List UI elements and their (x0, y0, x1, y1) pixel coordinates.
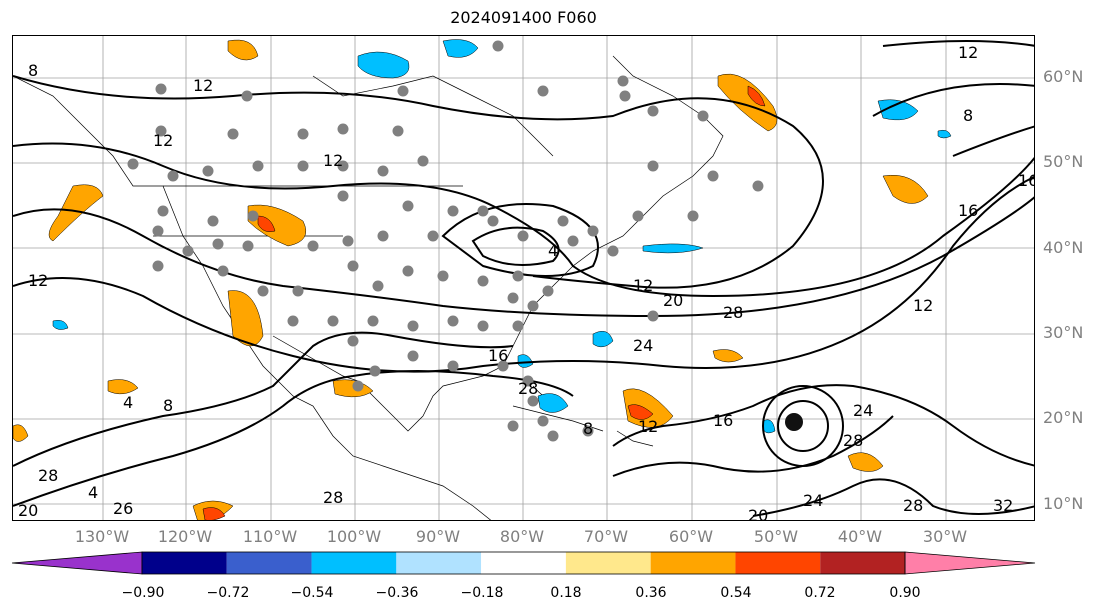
colorbar-segment (226, 552, 312, 574)
colorbar-segment (311, 552, 397, 574)
colorbar-under-arrow (11, 551, 143, 575)
lat-label: 20°N (1043, 408, 1084, 427)
lat-label: 60°N (1043, 67, 1084, 86)
lon-label: 30°W (922, 527, 968, 546)
lon-label: 60°W (668, 527, 714, 546)
svg-text:28: 28 (323, 488, 343, 507)
svg-text:24: 24 (803, 491, 823, 510)
svg-text:12: 12 (323, 151, 343, 170)
colorbar-tick-label: −0.72 (206, 585, 250, 601)
svg-text:8: 8 (163, 396, 173, 415)
svg-text:12: 12 (638, 417, 658, 436)
map-title: 2024091400 F060 (450, 8, 597, 27)
svg-text:16: 16 (958, 201, 978, 220)
lat-label: 10°N (1043, 494, 1084, 513)
colorbar-segment (481, 552, 566, 574)
map-canvas: 8 12 12 12 12 8 16 16 12 4 12 20 28 24 1… (13, 36, 1035, 521)
lon-label: 50°W (753, 527, 799, 546)
svg-text:28: 28 (38, 466, 58, 485)
svg-text:12: 12 (153, 131, 173, 150)
colorbar (11, 551, 1036, 575)
lon-label: 70°W (583, 527, 629, 546)
colorbar-tick-label: −0.54 (290, 585, 334, 601)
colorbar-segment (396, 552, 482, 574)
colorbar-tick-label: −0.36 (375, 585, 419, 601)
svg-text:24: 24 (853, 401, 873, 420)
negative-shading (52, 39, 952, 434)
coastlines (13, 55, 724, 520)
lon-label: 40°W (837, 527, 883, 546)
height-contours (13, 40, 1034, 517)
lon-label: 100°W (326, 527, 382, 546)
lat-label: 30°N (1043, 323, 1084, 342)
colorbar-tick-label: 0.54 (720, 585, 752, 601)
svg-text:20: 20 (748, 506, 768, 521)
colorbar-segment (142, 552, 227, 574)
svg-text:16: 16 (713, 411, 733, 430)
colorbar-segment (650, 552, 736, 574)
svg-text:12: 12 (958, 43, 978, 62)
colorbar-segment (735, 552, 821, 574)
colorbar-tick-label: 0.18 (550, 585, 582, 601)
svg-text:24: 24 (633, 336, 653, 355)
svg-text:26: 26 (113, 499, 133, 518)
svg-text:12: 12 (28, 271, 48, 290)
svg-text:16: 16 (488, 346, 508, 365)
svg-text:12: 12 (633, 276, 653, 295)
svg-text:8: 8 (583, 419, 593, 438)
svg-text:4: 4 (88, 483, 98, 502)
svg-text:32: 32 (993, 496, 1013, 515)
station-dots (127, 40, 764, 442)
lon-label: 90°W (415, 527, 461, 546)
lat-label: 50°N (1043, 152, 1084, 171)
colorbar-tick-label: 0.36 (635, 585, 667, 601)
storm-center-marker (785, 413, 803, 431)
colorbar-tick-label: −0.18 (460, 585, 504, 601)
lon-label: 80°W (499, 527, 545, 546)
colorbar-segment (820, 552, 905, 574)
lon-label: 130°W (74, 527, 130, 546)
svg-text:20: 20 (18, 501, 38, 520)
svg-text:12: 12 (913, 296, 933, 315)
svg-text:28: 28 (843, 431, 863, 450)
colorbar-over-arrow (904, 551, 1036, 575)
svg-text:20: 20 (663, 291, 683, 310)
svg-text:12: 12 (193, 76, 213, 95)
svg-text:28: 28 (518, 379, 538, 398)
lon-label: 120°W (157, 527, 213, 546)
svg-text:4: 4 (123, 393, 133, 412)
lon-label: 110°W (242, 527, 298, 546)
svg-text:8: 8 (28, 61, 38, 80)
contour-labels: 8 12 12 12 12 8 16 16 12 4 12 20 28 24 1… (18, 43, 1035, 521)
svg-text:8: 8 (963, 106, 973, 125)
colorbar-segment (565, 552, 651, 574)
colorbar-border (141, 551, 906, 575)
map-panel: 8 12 12 12 12 8 16 16 12 4 12 20 28 24 1… (12, 35, 1035, 521)
colorbar-tick-label: 0.90 (889, 585, 921, 601)
colorbar-tick-label: −0.90 (121, 585, 165, 601)
svg-text:4: 4 (548, 241, 558, 260)
colorbar-tick-label: 0.72 (804, 585, 836, 601)
svg-text:28: 28 (903, 496, 923, 515)
svg-text:16: 16 (1018, 171, 1035, 190)
svg-text:28: 28 (723, 303, 743, 322)
lat-label: 40°N (1043, 238, 1084, 257)
